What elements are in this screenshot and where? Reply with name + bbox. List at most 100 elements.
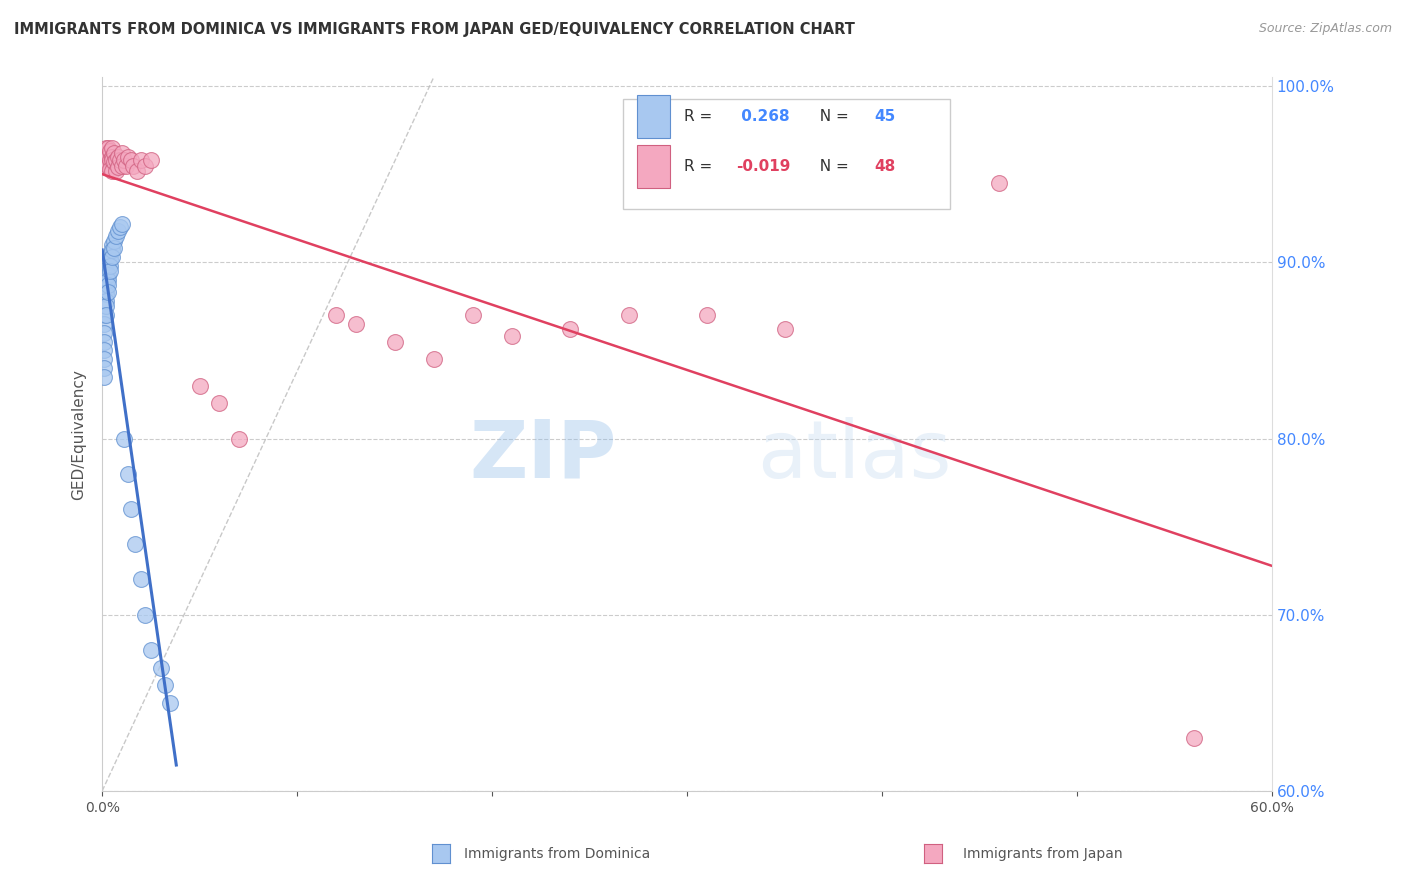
Point [94,277,117,291]
Point [97,150,120,164]
Point [107,161,129,175]
Point [94,269,117,284]
Point [101,250,124,264]
Point [188,378,211,392]
Text: R =: R = [683,159,717,174]
Point [97,255,120,269]
Point [93,159,115,173]
Point [134,607,156,622]
Point [111,217,134,231]
Point [108,220,131,235]
Point [97,268,120,282]
Point [94,141,117,155]
Point [422,352,444,367]
Point [94,153,117,168]
Point [1182,731,1205,745]
FancyBboxPatch shape [623,99,950,210]
Point [103,146,125,161]
Point [97,159,120,173]
Point [97,273,120,287]
Text: atlas: atlas [758,417,952,494]
Point [696,308,718,322]
Point [153,678,176,692]
Point [208,396,231,410]
Point [111,146,134,161]
Point [101,237,124,252]
Point [104,153,127,168]
Point [107,150,129,164]
Point [98,264,121,278]
Point [97,141,120,155]
Point [134,159,156,173]
Point [122,159,145,173]
Text: R =: R = [683,109,717,124]
Bar [637,95,669,138]
Point [103,234,125,248]
Point [94,287,117,301]
Point [988,176,1011,190]
Point [117,150,139,164]
Point [461,308,484,322]
Point [97,285,120,300]
Point [558,322,581,336]
Text: N =: N = [810,109,853,124]
Point [114,159,136,173]
Point [98,246,121,260]
Point [384,334,406,349]
Point [107,224,129,238]
Point [129,153,152,168]
Point [98,153,121,168]
Point [120,153,142,168]
Point [94,300,117,314]
Text: ZIP: ZIP [470,417,617,494]
Point [93,334,115,349]
Point [103,241,125,255]
Point [325,308,347,322]
Text: 48: 48 [875,159,896,174]
Point [98,162,121,177]
Point [101,163,124,178]
Point [139,643,162,657]
Point [101,150,124,164]
Point [93,370,115,384]
Point [127,163,149,178]
Point [117,467,139,481]
Point [93,343,115,358]
Point [94,282,117,296]
Point [501,329,523,343]
Point [112,153,135,168]
Text: 45: 45 [875,109,896,124]
Text: Source: ZipAtlas.com: Source: ZipAtlas.com [1258,22,1392,36]
Point [101,243,124,257]
Y-axis label: GED/Equivalency: GED/Equivalency [72,368,86,500]
Point [111,159,134,173]
Text: Immigrants from Dominica: Immigrants from Dominica [464,847,650,861]
Point [98,145,121,159]
Point [101,141,124,155]
Point [94,294,117,309]
Point [129,573,152,587]
Point [103,155,125,169]
Point [139,153,162,168]
Point [124,537,146,551]
Point [101,153,124,168]
Point [344,317,367,331]
Point [228,432,250,446]
Point [149,660,172,674]
Point [98,252,121,266]
Point [94,264,117,278]
Point [93,326,115,340]
Text: IMMIGRANTS FROM DOMINICA VS IMMIGRANTS FROM JAPAN GED/EQUIVALENCY CORRELATION CH: IMMIGRANTS FROM DOMINICA VS IMMIGRANTS F… [14,22,855,37]
Point [773,322,796,336]
Point [108,153,131,168]
Point [98,259,121,273]
Point [112,432,135,446]
Point [94,308,117,322]
Point [93,308,115,322]
Point [93,150,115,164]
Point [617,308,640,322]
Point [93,361,115,376]
Point [97,278,120,293]
Point [159,696,181,710]
Point [104,163,127,178]
